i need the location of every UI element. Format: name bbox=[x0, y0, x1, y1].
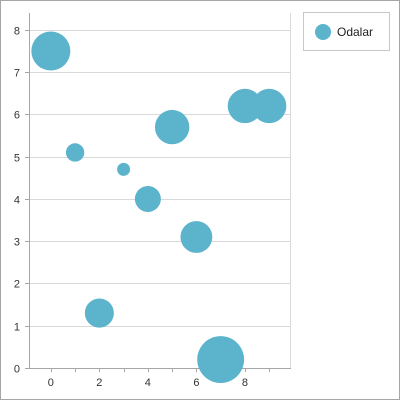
axes bbox=[25, 13, 291, 372]
bubble-8[interactable] bbox=[227, 88, 263, 124]
bubble-2[interactable] bbox=[84, 298, 114, 328]
y-tick-label: 2 bbox=[14, 279, 20, 291]
y-tick-label: 5 bbox=[14, 153, 20, 165]
bubble-4[interactable] bbox=[134, 185, 161, 212]
y-tick-label: 6 bbox=[14, 110, 20, 122]
x-tick-label: 2 bbox=[96, 377, 102, 389]
legend-label: Odalar bbox=[337, 25, 373, 39]
bubbles bbox=[31, 31, 287, 383]
y-tick-label: 0 bbox=[14, 364, 20, 376]
y-tick-label: 7 bbox=[14, 68, 20, 80]
bubble-6[interactable] bbox=[180, 221, 213, 253]
tick-labels: 0 1 2 3 4 5 6 7 8 0 2 4 6 8 bbox=[14, 26, 248, 390]
x-tick-label: 6 bbox=[193, 377, 199, 389]
y-tick-label: 8 bbox=[14, 26, 20, 38]
bubble-1[interactable] bbox=[65, 143, 85, 162]
bubble-9[interactable] bbox=[251, 88, 287, 124]
bubble-7[interactable] bbox=[197, 336, 245, 383]
legend: Odalar bbox=[303, 12, 390, 51]
bubble-5[interactable] bbox=[154, 109, 190, 145]
y-tick-label: 3 bbox=[14, 237, 20, 249]
x-tick-label: 4 bbox=[145, 377, 151, 389]
bubble-3[interactable] bbox=[117, 162, 131, 176]
y-tick-label: 4 bbox=[14, 195, 20, 207]
x-tick-label: 8 bbox=[242, 377, 248, 389]
x-tick-label: 0 bbox=[48, 377, 54, 389]
legend-marker bbox=[315, 24, 331, 40]
gridlines bbox=[29, 30, 291, 327]
y-tick-label: 1 bbox=[14, 322, 20, 334]
bubble-0[interactable] bbox=[31, 31, 71, 71]
